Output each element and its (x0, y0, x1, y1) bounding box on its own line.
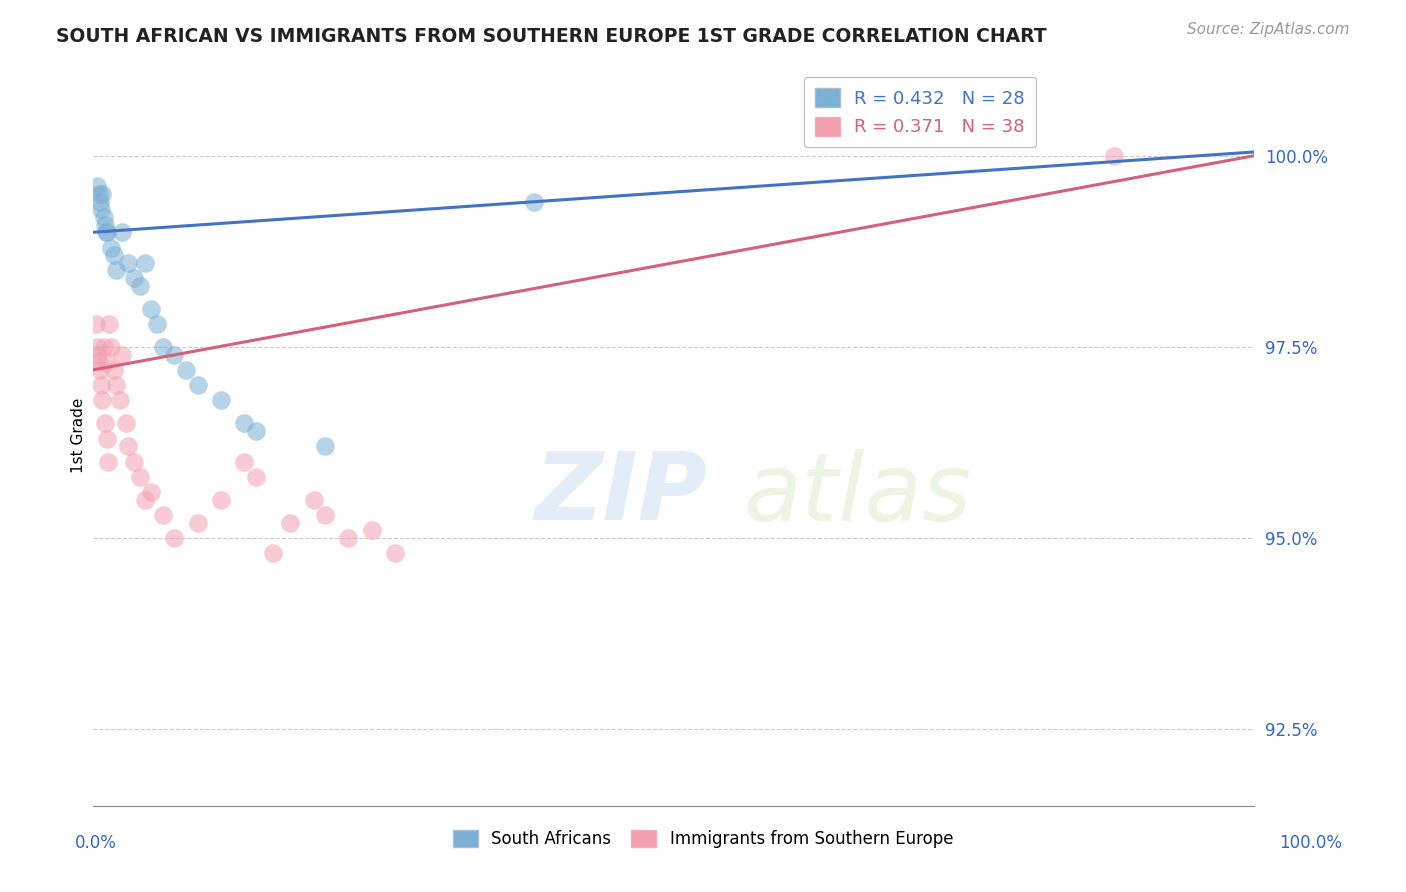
Point (100, 241, 122, 255)
Point (89, 363, 111, 377)
Point (108, 393, 131, 408)
Point (141, 485, 163, 500)
Point (91, 187, 114, 202)
Text: SOUTH AFRICAN VS IMMIGRANTS FROM SOUTHERN EUROPE 1ST GRADE CORRELATION CHART: SOUTH AFRICAN VS IMMIGRANTS FROM SOUTHER… (56, 27, 1047, 45)
Text: 0.0%: 0.0% (75, 834, 117, 852)
Point (262, 546, 284, 560)
Point (86, 340, 108, 354)
Point (94, 417, 117, 431)
Point (98, 317, 121, 331)
Point (360, 524, 382, 538)
Point (111, 225, 134, 239)
Y-axis label: 1st Grade: 1st Grade (72, 397, 86, 473)
Point (93, 210, 115, 224)
Point (314, 439, 336, 453)
Point (90, 378, 112, 392)
Point (152, 340, 174, 354)
Point (337, 531, 360, 545)
Point (1104, 149, 1126, 163)
Point (103, 248, 125, 262)
Point (134, 256, 156, 270)
Point (523, 194, 546, 209)
Point (94, 218, 117, 232)
Point (245, 424, 267, 438)
Point (97, 454, 120, 468)
Point (280, 516, 302, 530)
Point (87, 355, 110, 369)
Point (93, 340, 115, 354)
Point (87, 187, 110, 202)
Point (105, 378, 128, 392)
Point (209, 492, 232, 507)
Point (187, 516, 209, 530)
Point (91, 393, 114, 408)
Point (96, 432, 118, 446)
Point (314, 508, 336, 522)
Point (96, 225, 118, 239)
Text: 100.0%: 100.0% (1279, 834, 1341, 852)
Point (105, 263, 128, 277)
Point (94, 355, 117, 369)
Legend: South Africans, Immigrants from Southern Europe: South Africans, Immigrants from Southern… (446, 823, 960, 855)
Point (128, 470, 150, 484)
Point (384, 546, 406, 560)
Point (233, 417, 256, 431)
Point (209, 393, 232, 408)
Point (245, 470, 267, 484)
Point (111, 348, 134, 362)
Point (100, 340, 122, 354)
Point (174, 363, 197, 377)
Point (114, 417, 136, 431)
Point (134, 492, 156, 507)
Point (302, 492, 325, 507)
Point (141, 301, 163, 316)
Text: atlas: atlas (742, 449, 972, 540)
Point (87, 348, 110, 362)
Point (128, 278, 150, 293)
Point (89, 194, 111, 209)
Point (233, 454, 256, 468)
Text: ZIP: ZIP (534, 448, 707, 541)
Point (117, 439, 139, 453)
Text: Source: ZipAtlas.com: Source: ZipAtlas.com (1187, 22, 1350, 37)
Point (86, 179, 108, 194)
Point (84, 317, 107, 331)
Point (117, 256, 139, 270)
Point (163, 348, 186, 362)
Point (146, 317, 169, 331)
Point (152, 508, 174, 522)
Legend: R = 0.432   N = 28, R = 0.371   N = 38: R = 0.432 N = 28, R = 0.371 N = 38 (804, 77, 1036, 147)
Point (103, 363, 125, 377)
Point (187, 378, 209, 392)
Point (122, 271, 145, 285)
Point (122, 454, 145, 468)
Point (90, 202, 112, 217)
Point (163, 531, 186, 545)
Point (94, 225, 117, 239)
